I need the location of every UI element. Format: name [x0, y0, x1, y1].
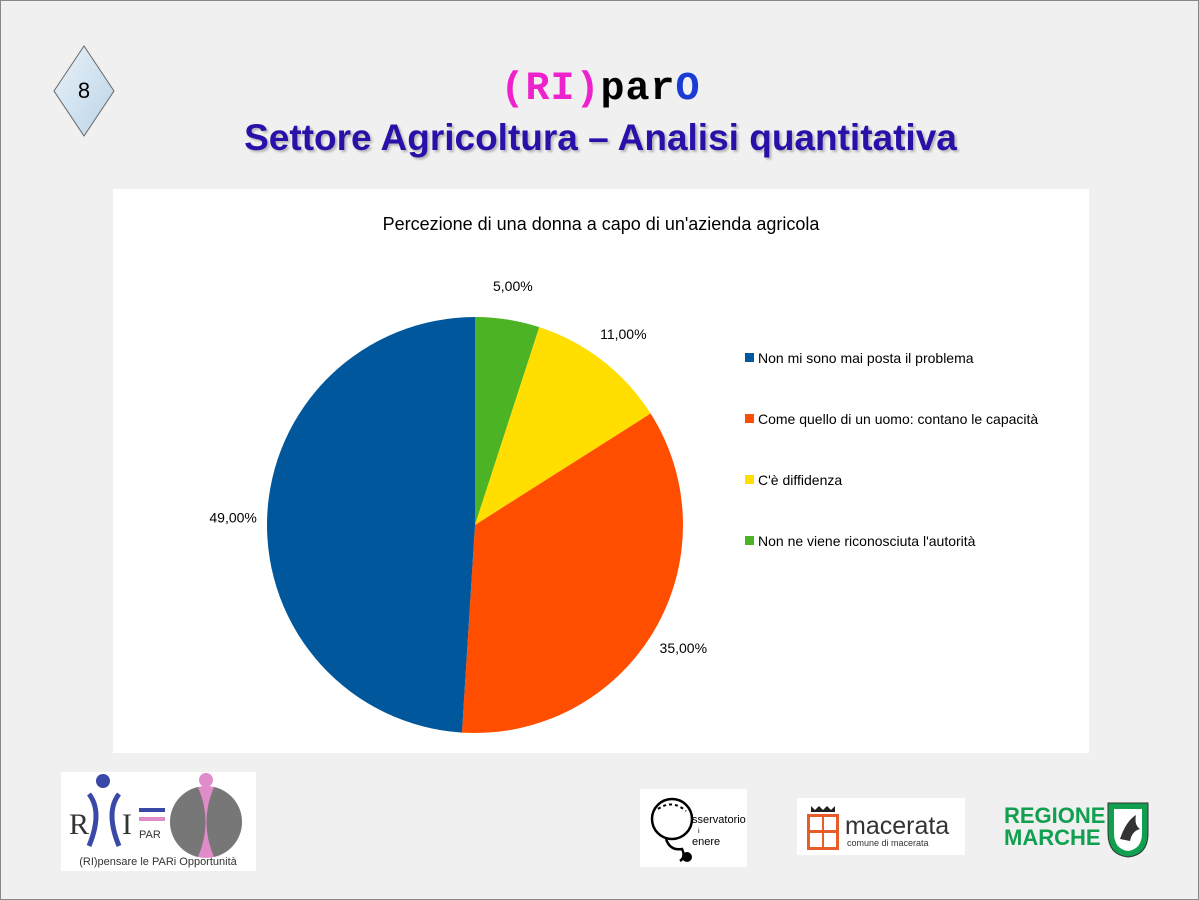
- ripar-letter-r: R: [69, 808, 89, 841]
- regione-line1: REGIONE: [1004, 803, 1105, 828]
- slice-data-label-4: 5,00%: [493, 278, 533, 294]
- slice-data-label-3: 11,00%: [600, 326, 646, 342]
- legend-swatch-2: [745, 414, 754, 423]
- brand-ri: (RI): [500, 67, 601, 112]
- slide-title: Settore Agricoltura – Analisi quantitati…: [244, 117, 957, 158]
- legend-swatch-1: [745, 353, 754, 362]
- macerata-sub: comune di macerata: [847, 838, 929, 848]
- chart-title: Percezione di una donna a capo di un'azi…: [383, 214, 821, 234]
- page-number-badge: 8: [53, 45, 115, 137]
- macerata-name: macerata: [845, 812, 949, 840]
- ripar-logo: R I PAR (RI)pensare le PARi Opportunità: [61, 772, 256, 871]
- pie-slice-2: [461, 413, 683, 733]
- legend-label-4: Non ne viene riconosciuta l'autorità: [758, 533, 976, 549]
- slice-data-label-1: 49,00%: [209, 509, 256, 525]
- legend-swatch-3: [745, 475, 754, 484]
- osservatorio-text-2: i: [698, 828, 700, 835]
- brand-par: par: [600, 67, 676, 112]
- ripar-letter-i: I: [122, 808, 132, 841]
- page-number: 8: [77, 78, 91, 103]
- regione-line2: MARCHE: [1004, 825, 1101, 850]
- ripar-par-text: PAR: [139, 829, 161, 841]
- legend-label-1: Non mi sono mai posta il problema: [758, 350, 974, 366]
- brand-o: O: [675, 67, 701, 112]
- ripar-caption: (RI)pensare le PARi Opportunità: [79, 856, 237, 868]
- regione-marche-logo: REGIONE MARCHE: [1004, 799, 1152, 859]
- pie-slice-4: [475, 317, 540, 525]
- chart-panel: Percezione di una donna a capo di un'azi…: [113, 189, 1089, 753]
- pie-slice-3: [475, 327, 651, 525]
- osservatorio-logo: sservatorio i enere: [640, 789, 747, 867]
- legend-label-3: C'è diffidenza: [758, 472, 842, 488]
- legend-swatch-4: [745, 536, 754, 545]
- macerata-logo: macerata comune di macerata: [797, 798, 965, 855]
- osservatorio-text-3: enere: [692, 836, 720, 848]
- legend-label-2: Come quello di un uomo: contano le capac…: [758, 411, 1038, 427]
- slice-data-label-2: 35,00%: [660, 640, 707, 656]
- brand-title: (RI)parO: [1, 67, 1199, 112]
- pie-chart: Percezione di una donna a capo di un'azi…: [209, 214, 1038, 733]
- pie-slice-1: [266, 317, 475, 733]
- osservatorio-text-1: sservatorio: [692, 814, 746, 826]
